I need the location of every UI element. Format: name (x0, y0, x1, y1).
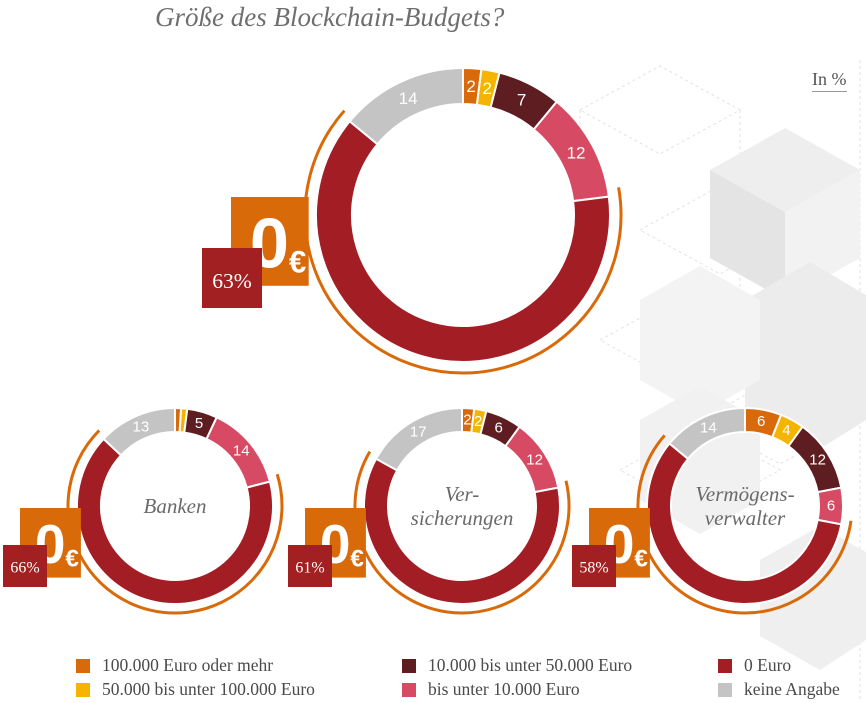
data-label: 6 (494, 420, 502, 437)
legend-item: keine Angabe (718, 679, 840, 700)
data-label: 14 (233, 443, 250, 460)
percent-label: 66% (10, 560, 39, 577)
data-label: 2 (482, 79, 491, 98)
unit-label: In % (812, 69, 847, 92)
data-label: 14 (399, 89, 418, 108)
data-label: 7 (517, 91, 526, 110)
legend-item: 50.000 bis unter 100.000 Euro (76, 679, 315, 700)
badge-currency: € (350, 546, 364, 573)
center-label: Ver- (445, 482, 480, 506)
data-label: 6 (827, 498, 835, 515)
donut-slice (374, 406, 463, 472)
data-label: 12 (809, 451, 826, 468)
percent-box (572, 545, 616, 587)
donut-slice (348, 66, 464, 146)
legend: 100.000 Euro oder mehr 50.000 bis unter … (0, 650, 866, 703)
chart-title: Größe des Blockchain-Budgets? (155, 2, 505, 32)
zero-euro-badge: 0 €63% (202, 197, 309, 308)
data-label: 17 (410, 423, 427, 440)
legend-label: keine Angabe (744, 679, 840, 699)
donut-slice (76, 437, 274, 605)
data-label: 4 (782, 422, 790, 439)
legend-item: 0 Euro (718, 655, 791, 676)
zero-euro-badge: 0 €61% (288, 508, 366, 587)
donut-slice (646, 442, 843, 605)
legend-swatch (76, 682, 90, 697)
data-label: 2 (466, 77, 475, 96)
data-label: 12 (526, 451, 543, 468)
data-label: 14 (700, 420, 717, 437)
zero-euro-badge: 0 €58% (572, 508, 650, 587)
donut-chart: 5 14 13 Banken 0 €66% (3, 406, 284, 615)
donut-chart: 2 2 7 12 14 0 €63% (202, 66, 623, 375)
center-label: sicherungen (411, 506, 514, 530)
percent-box (3, 545, 47, 587)
percent-box (202, 248, 262, 308)
data-label: 5 (195, 415, 203, 432)
legend-swatch (402, 682, 416, 697)
data-label: 6 (757, 413, 765, 430)
highlight-arc (66, 429, 284, 615)
legend-item: 10.000 bis unter 50.000 Euro (402, 655, 632, 676)
donut-slice (668, 406, 746, 461)
donut-slice (102, 406, 176, 457)
legend-swatch (76, 658, 90, 673)
badge-currency: € (65, 546, 79, 573)
legend-swatch (718, 682, 732, 697)
percent-box (288, 545, 332, 587)
zero-euro-badge: 0 €66% (3, 508, 81, 587)
legend-label: 100.000 Euro oder mehr (102, 655, 274, 675)
percent-label: 63% (212, 269, 252, 293)
badge-currency: € (634, 546, 648, 573)
data-label: 13 (133, 419, 150, 436)
legend-label: 10.000 bis unter 50.000 Euro (428, 655, 633, 675)
legend-swatch (402, 658, 416, 673)
legend-label: bis unter 10.000 Euro (428, 679, 580, 699)
data-label: 12 (567, 143, 586, 162)
donut-slice (363, 457, 561, 605)
legend-item: 100.000 Euro oder mehr (76, 655, 273, 676)
percent-label: 61% (295, 560, 324, 577)
center-label: verwalter (705, 506, 786, 530)
donut-slice (315, 119, 611, 363)
data-label: 2 (474, 413, 482, 430)
badge-currency: € (289, 245, 306, 280)
legend-label: 0 Euro (744, 655, 792, 675)
center-label: Vermögens- (695, 482, 794, 506)
legend-item: bis unter 10.000 Euro (402, 679, 580, 700)
data-label: 2 (463, 412, 471, 429)
center-label: Banken (144, 494, 207, 518)
legend-label: 50.000 bis unter 100.000 Euro (102, 679, 315, 699)
legend-swatch (718, 658, 732, 673)
highlight-arc (636, 434, 853, 615)
percent-label: 58% (579, 560, 608, 577)
